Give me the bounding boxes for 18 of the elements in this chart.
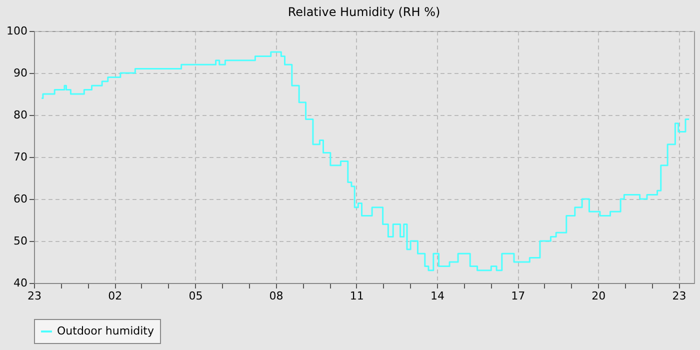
y-tick-label: 80 xyxy=(14,108,28,122)
legend-label: Outdoor humidity xyxy=(57,324,154,338)
x-tick-label: 08 xyxy=(269,290,284,302)
x-tick-label: 14 xyxy=(430,290,444,302)
x-tick-label: 02 xyxy=(108,290,122,302)
y-tick-label: 40 xyxy=(14,276,28,290)
x-tick-label: 23 xyxy=(28,290,42,302)
x-tick-label: 05 xyxy=(188,290,203,302)
y-tick-label: 90 xyxy=(14,66,28,80)
y-tick-label: 50 xyxy=(14,234,28,248)
x-tick-label: 23 xyxy=(672,290,686,302)
chart-title: Relative Humidity (RH %) xyxy=(288,5,440,19)
y-tick-label: 60 xyxy=(14,192,28,206)
x-tick-label: 17 xyxy=(511,290,526,302)
y-tick-label: 70 xyxy=(14,150,28,164)
y-tick-label: 100 xyxy=(6,24,28,38)
x-tick-label: 20 xyxy=(592,290,606,302)
x-tick-label: 11 xyxy=(350,290,364,302)
